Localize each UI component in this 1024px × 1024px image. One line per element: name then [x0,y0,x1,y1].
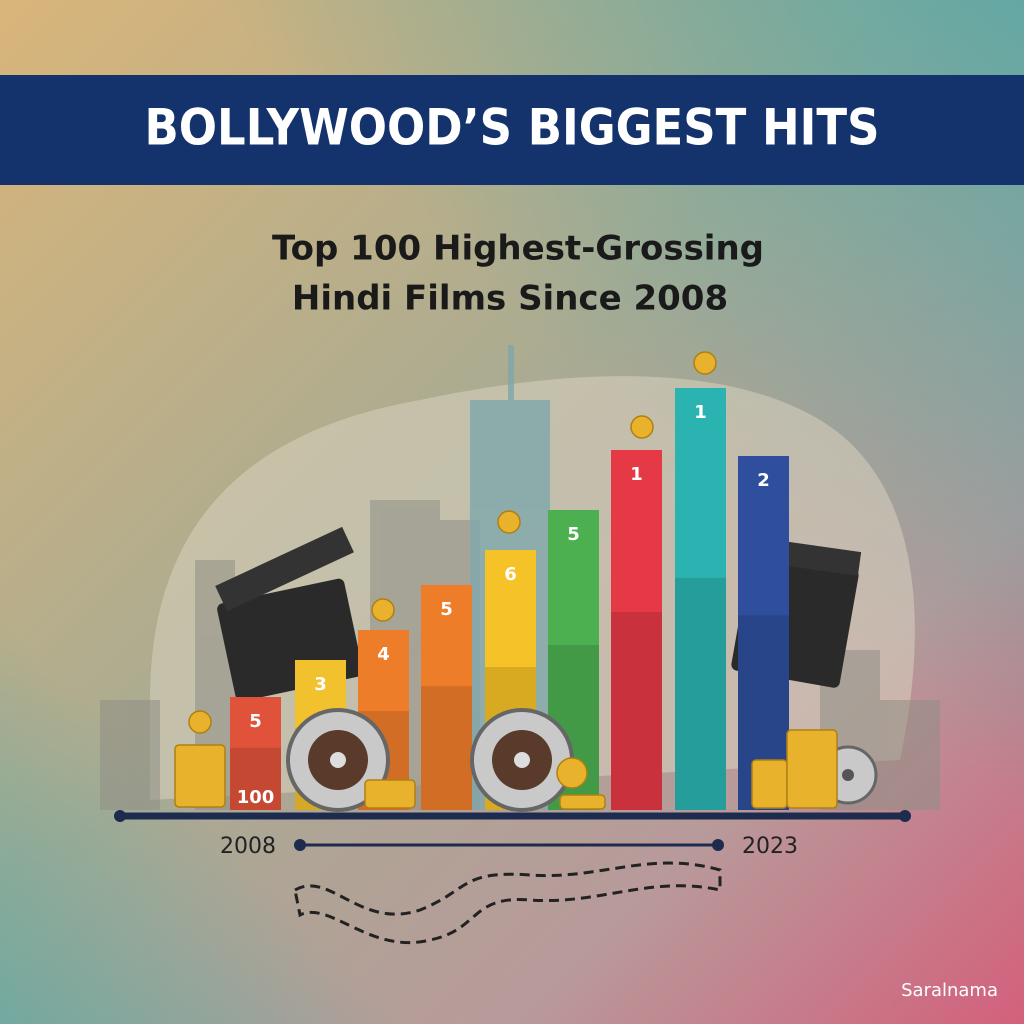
bar-label: 1 [630,464,643,485]
subtitle: Hindi Films Since 2008 [292,279,728,319]
bar-label: 5 [249,711,262,732]
bar-label: 5 [567,524,580,545]
film-strip [293,861,722,944]
credit: Saralnama [901,980,998,1001]
bar [738,456,789,810]
bar-label: 3 [314,674,327,695]
bar [675,388,726,810]
timeline-end: 2023 [742,834,798,859]
bar-label: 2 [757,470,770,491]
bar-label: 4 [377,644,390,665]
coins [174,351,838,810]
title-banner [0,75,1024,185]
bar-shade [421,686,472,810]
timeline-start: 2008 [220,834,276,859]
bar-shade [675,577,726,810]
bar [230,697,281,810]
bar-label: 6 [504,564,517,585]
bar-shade [611,612,662,810]
bar [611,450,662,810]
bar-label: 5 [440,599,453,620]
bar-label: 1 [694,402,707,423]
subtitle: Top 100 Highest-Grossing [272,229,764,269]
film-reel [286,708,878,812]
title: BOLLYWOOD’S BIGGEST HITS [145,99,880,157]
bar [421,585,472,810]
timeline [114,810,911,851]
bar-shade [230,747,281,810]
bar-sublabel: 100 [237,787,275,808]
